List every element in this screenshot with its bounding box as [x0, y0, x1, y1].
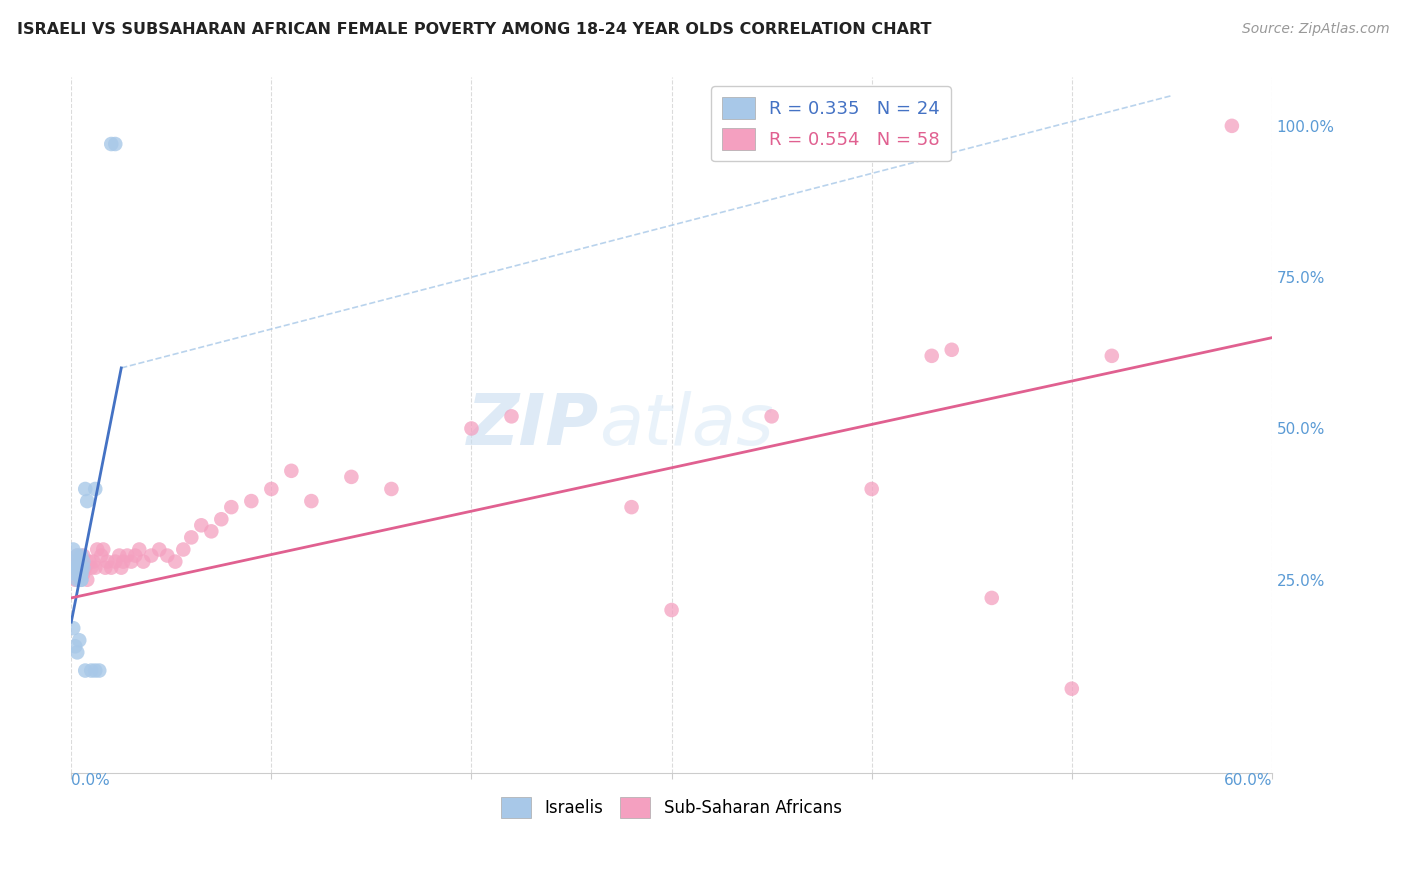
Point	[72, 549, 94, 563]
Point	[80, 560, 103, 574]
Point	[84, 560, 107, 574]
Point	[75, 482, 97, 496]
Point	[67, 560, 90, 574]
Point	[70, 555, 93, 569]
Point	[62, 560, 84, 574]
Point	[104, 555, 127, 569]
Point	[84, 482, 107, 496]
Point	[860, 482, 883, 496]
Text: ISRAELI VS SUBSAHARAN AFRICAN FEMALE POVERTY AMONG 18-24 YEAR OLDS CORRELATION C: ISRAELI VS SUBSAHARAN AFRICAN FEMALE POV…	[17, 22, 931, 37]
Point	[94, 560, 117, 574]
Point	[70, 560, 93, 574]
Point	[76, 494, 98, 508]
Point	[65, 573, 87, 587]
Point	[1220, 119, 1243, 133]
Point	[75, 560, 97, 574]
Point	[72, 560, 94, 574]
Point	[70, 560, 93, 574]
Point	[70, 566, 93, 581]
Point	[221, 500, 243, 515]
Point	[66, 549, 89, 563]
Point	[190, 518, 212, 533]
Point	[70, 560, 93, 574]
Point	[84, 664, 107, 678]
Point	[66, 560, 89, 574]
Point	[380, 482, 402, 496]
Point	[1101, 349, 1123, 363]
Point	[76, 573, 98, 587]
Point	[110, 560, 132, 574]
Text: Source: ZipAtlas.com: Source: ZipAtlas.com	[1241, 22, 1389, 37]
Point	[120, 555, 142, 569]
Point	[66, 549, 89, 563]
Point	[200, 524, 222, 539]
Point	[1060, 681, 1083, 696]
Point	[165, 555, 187, 569]
Point	[124, 549, 146, 563]
Point	[70, 573, 93, 587]
Point	[209, 512, 232, 526]
Point	[980, 591, 1002, 605]
Point	[72, 566, 94, 581]
Point	[172, 542, 194, 557]
Point	[148, 542, 170, 557]
Point	[501, 409, 523, 424]
Point	[108, 549, 131, 563]
Point	[77, 555, 100, 569]
Point	[132, 555, 155, 569]
Point	[260, 482, 283, 496]
Point	[180, 530, 202, 544]
Point	[941, 343, 963, 357]
Point	[96, 555, 118, 569]
Point	[66, 645, 89, 659]
Point	[86, 542, 108, 557]
Point	[66, 555, 89, 569]
Point	[66, 573, 89, 587]
Point	[921, 349, 943, 363]
Point	[340, 470, 363, 484]
Point	[80, 664, 103, 678]
Point	[82, 555, 104, 569]
Legend: Israelis, Sub-Saharan Africans: Israelis, Sub-Saharan Africans	[495, 790, 848, 824]
Point	[299, 494, 322, 508]
Point	[104, 136, 127, 151]
Point	[67, 555, 90, 569]
Point	[100, 136, 122, 151]
Text: 0.0%: 0.0%	[72, 773, 110, 789]
Point	[62, 560, 84, 574]
Point	[89, 664, 111, 678]
Point	[62, 542, 84, 557]
Point	[65, 566, 87, 581]
Text: ZIP: ZIP	[467, 391, 599, 460]
Point	[112, 555, 135, 569]
Point	[460, 421, 482, 435]
Point	[661, 603, 683, 617]
Point	[67, 566, 90, 581]
Point	[620, 500, 643, 515]
Point	[67, 566, 90, 581]
Point	[75, 664, 97, 678]
Text: 60.0%: 60.0%	[1223, 773, 1272, 789]
Point	[117, 549, 139, 563]
Point	[70, 549, 93, 563]
Point	[761, 409, 783, 424]
Point	[70, 566, 93, 581]
Point	[65, 640, 87, 654]
Point	[67, 633, 90, 648]
Point	[65, 555, 87, 569]
Point	[156, 549, 179, 563]
Point	[70, 573, 93, 587]
Point	[72, 555, 94, 569]
Point	[128, 542, 150, 557]
Point	[141, 549, 163, 563]
Point	[90, 549, 112, 563]
Point	[280, 464, 302, 478]
Point	[100, 560, 122, 574]
Point	[62, 621, 84, 635]
Point	[91, 542, 114, 557]
Text: atlas: atlas	[599, 391, 775, 460]
Point	[240, 494, 263, 508]
